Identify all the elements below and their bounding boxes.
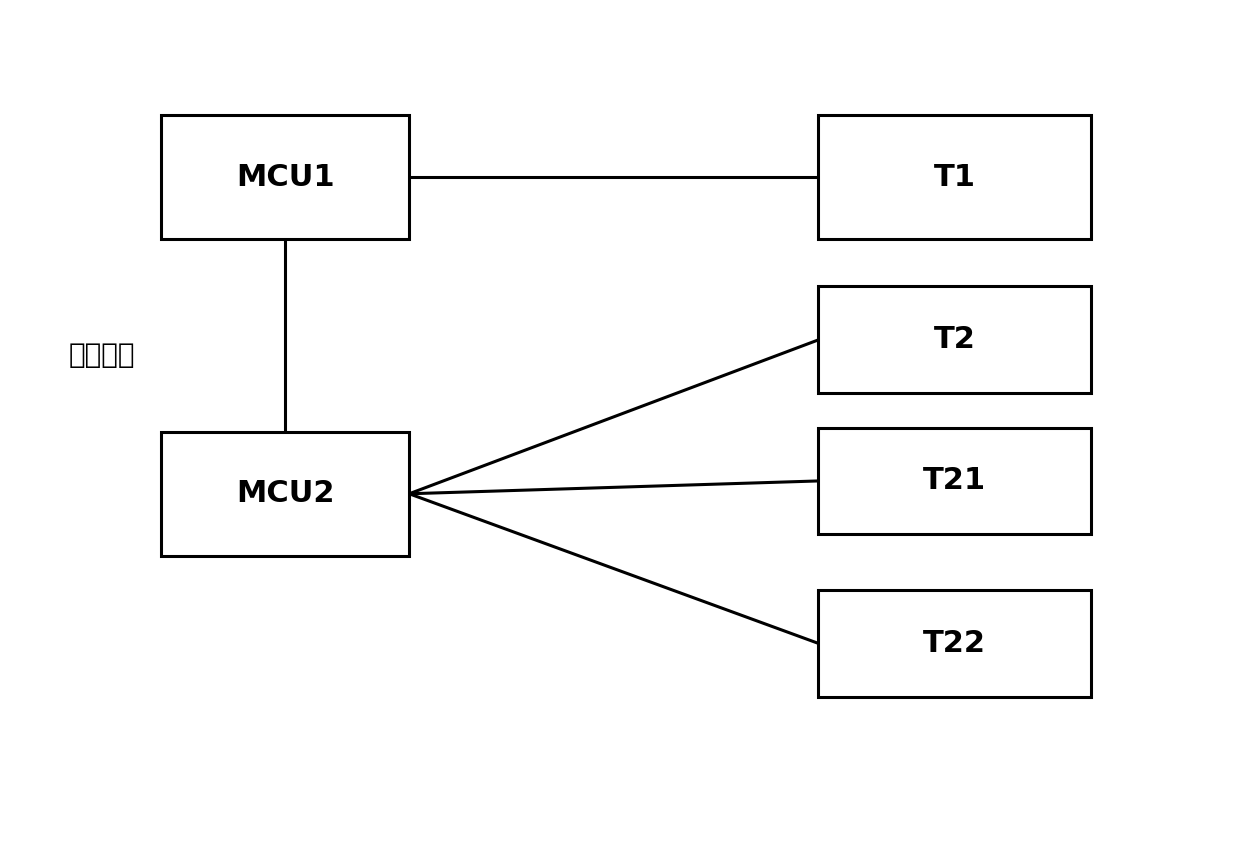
Bar xyxy=(818,428,1091,534)
Text: T22: T22 xyxy=(924,629,986,657)
Bar xyxy=(818,590,1091,697)
Bar xyxy=(818,286,1091,393)
Text: T21: T21 xyxy=(924,467,986,495)
Bar xyxy=(818,115,1091,239)
Text: MCU1: MCU1 xyxy=(236,163,335,192)
Text: T1: T1 xyxy=(934,163,976,192)
Bar xyxy=(161,432,409,556)
Text: T2: T2 xyxy=(934,326,976,354)
Bar xyxy=(161,115,409,239)
Text: MCU2: MCU2 xyxy=(236,480,335,508)
Text: 级联通道: 级联通道 xyxy=(68,341,135,369)
